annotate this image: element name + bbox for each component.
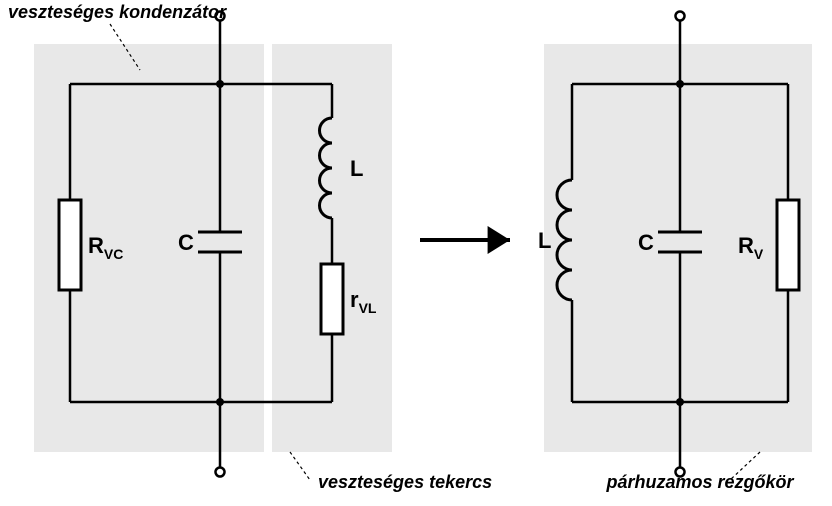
label-l-left: L bbox=[350, 156, 363, 181]
resistor-rvc bbox=[59, 200, 81, 290]
terminal-top-right bbox=[676, 12, 685, 21]
resistor-rv bbox=[777, 200, 799, 290]
label-c-left: C bbox=[178, 230, 194, 255]
title-lossy-capacitor: veszteséges kondenzátor bbox=[8, 2, 227, 22]
resistor-rvl bbox=[321, 264, 343, 334]
terminal-bottom-left bbox=[216, 468, 225, 477]
shade-parallel-resonator bbox=[544, 44, 812, 452]
label-l-right: L bbox=[538, 228, 551, 253]
title-lossy-inductor: veszteséges tekercs bbox=[318, 472, 492, 492]
title-parallel-resonator: párhuzamos rezgőkör bbox=[605, 472, 794, 492]
label-c-right: C bbox=[638, 230, 654, 255]
